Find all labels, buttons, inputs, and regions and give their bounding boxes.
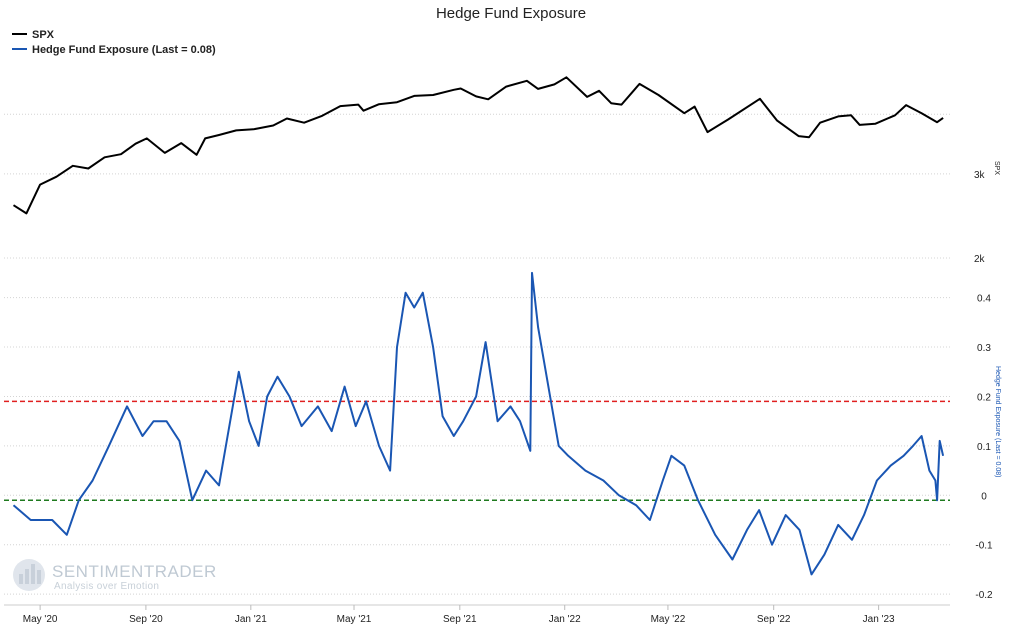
- hfe-gridlines: [4, 297, 950, 595]
- x-tick-label: May '21: [337, 614, 372, 625]
- x-tick-label: Sep '22: [757, 614, 791, 625]
- legend-item-spx[interactable]: SPX: [12, 29, 55, 41]
- watermark-tagline: Analysis over Emotion: [54, 581, 159, 592]
- x-tick-label: Jan '21: [235, 614, 267, 625]
- spx-y-tick-label: 3k: [974, 170, 986, 181]
- hfe-y-tick-label: 0.3: [977, 343, 991, 354]
- x-tick-label: Sep '21: [443, 614, 477, 625]
- spx-y-tick-label: 2k: [974, 254, 986, 265]
- spx-series-line: [12, 76, 944, 215]
- hfe-y-tick-label: 0: [981, 491, 987, 502]
- legend-item-hedge-fund-exposure[interactable]: Hedge Fund Exposure (Last = 0.08): [12, 44, 216, 56]
- x-tick-label: Jan '23: [863, 614, 895, 625]
- x-axis: May '20 Sep '20 Jan '21 May '21 Sep '21 Jan '…: [23, 605, 895, 625]
- hfe-y-tick-label: -0.2: [975, 590, 993, 601]
- spx-axis-label: SPX: [993, 161, 1000, 175]
- chart-title: Hedge Fund Exposure: [436, 5, 586, 22]
- watermark-name: SENTIMENTRADER: [52, 562, 217, 581]
- spx-gridlines: [4, 113, 950, 259]
- legend-label-spx: SPX: [32, 29, 55, 41]
- watermark: SENTIMENTRADER Analysis over Emotion: [13, 559, 217, 592]
- sentimentrader-logo-icon: [13, 559, 45, 591]
- hfe-y-tick-label: 0.4: [977, 294, 991, 305]
- hfe-y-tick-label: -0.1: [975, 541, 993, 552]
- spx-y-axis: 3k 2k: [974, 170, 986, 265]
- hfe-y-tick-label: 0.2: [977, 392, 991, 403]
- hfe-y-axis: 0.4 0.3 0.2 0.1 0 -0.1 -0.2: [975, 294, 993, 601]
- legend-label-hedge-fund-exposure: Hedge Fund Exposure (Last = 0.08): [32, 44, 216, 56]
- x-tick-label: May '20: [23, 614, 58, 625]
- reference-lines: [4, 400, 950, 501]
- x-tick-label: Jan '22: [549, 614, 581, 625]
- legend: SPX Hedge Fund Exposure (Last = 0.08): [12, 29, 216, 56]
- hfe-axis-label: Hedge Fund Exposure (Last = 0.08): [994, 366, 1001, 477]
- hfe-y-tick-label: 0.1: [977, 442, 991, 453]
- x-tick-label: May '22: [651, 614, 686, 625]
- x-tick-label: Sep '20: [129, 614, 163, 625]
- hedge-fund-exposure-series-line: [12, 271, 945, 576]
